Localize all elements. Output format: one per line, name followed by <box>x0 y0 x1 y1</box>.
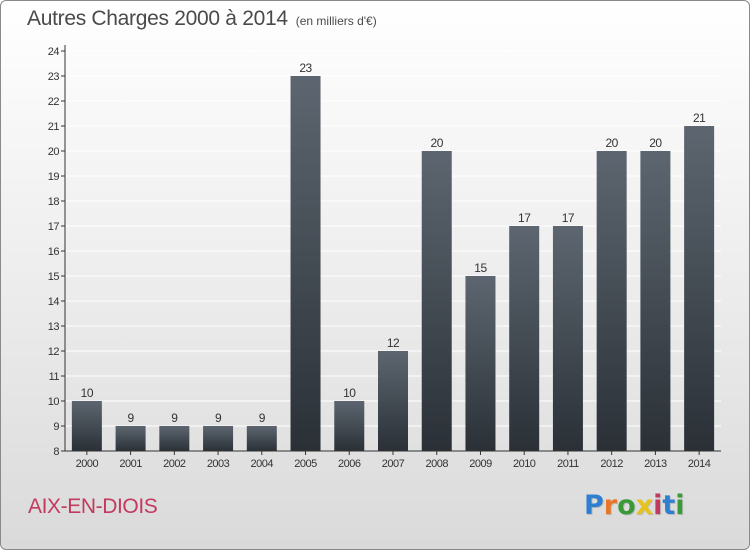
brand-letter: P <box>584 490 604 521</box>
y-tick-label: 12 <box>48 346 60 358</box>
chart-subtitle: (en milliers d'€) <box>295 14 377 28</box>
brand-letter: o <box>617 490 636 521</box>
y-tick-label: 19 <box>48 171 60 183</box>
data-label: 9 <box>259 411 266 425</box>
data-label: 17 <box>518 211 531 225</box>
data-label: 9 <box>128 411 135 425</box>
x-tick-label: 2012 <box>600 458 623 470</box>
x-tick-label: 2005 <box>294 458 317 470</box>
data-label: 9 <box>171 411 178 425</box>
bar <box>115 426 146 451</box>
bar <box>290 76 321 451</box>
y-tick-label: 22 <box>48 96 60 108</box>
y-tick-label: 9 <box>53 421 59 433</box>
data-label: 10 <box>81 386 94 400</box>
y-tick-label: 17 <box>48 221 60 233</box>
y-tick-label: 14 <box>48 296 60 308</box>
bar <box>159 426 190 451</box>
brand-letter: t <box>662 490 676 521</box>
data-label: 17 <box>562 211 575 225</box>
bar <box>684 126 715 451</box>
bar <box>596 151 627 451</box>
y-tick-label: 18 <box>48 196 60 208</box>
bar <box>203 426 234 451</box>
brand-letter: r <box>603 490 618 521</box>
data-label: 10 <box>343 386 356 400</box>
y-tick-label: 20 <box>48 146 60 158</box>
x-tick-label: 2013 <box>644 458 667 470</box>
data-label: 20 <box>605 136 618 150</box>
data-label: 21 <box>693 111 706 125</box>
y-tick-label: 24 <box>48 46 60 58</box>
data-label: 15 <box>474 261 487 275</box>
x-tick-label: 2009 <box>469 458 492 470</box>
label-layer: 2000 10 2001 9 2002 9 2003 9 2004 9 2005 23 2006 10 20… <box>76 61 712 470</box>
bar <box>640 151 671 451</box>
bar-layer <box>71 76 715 451</box>
bar <box>334 401 365 451</box>
data-label: 20 <box>431 136 444 150</box>
x-tick-label: 2010 <box>513 458 536 470</box>
x-tick-label: 2006 <box>338 458 361 470</box>
brand-letter: x <box>635 490 654 521</box>
y-tick-label: 10 <box>48 396 60 408</box>
y-tick-label: 16 <box>48 246 60 258</box>
x-tick-label: 2008 <box>425 458 448 470</box>
y-tick-label: 21 <box>48 121 60 133</box>
x-tick-label: 2011 <box>557 458 579 470</box>
x-tick-label: 2014 <box>688 458 711 470</box>
bar <box>378 351 408 451</box>
bar <box>509 226 540 451</box>
data-label: 23 <box>299 61 312 75</box>
y-tick-label: 13 <box>48 321 60 333</box>
x-tick-label: 2007 <box>382 458 405 470</box>
x-tick-label: 2003 <box>207 458 230 470</box>
brand-letter: i <box>653 490 663 521</box>
brand-logo[interactable]: Proxiti <box>584 490 685 521</box>
x-tick-label: 2004 <box>251 458 274 470</box>
bar <box>421 151 452 451</box>
y-tick-label: 8 <box>53 446 59 458</box>
data-label: 9 <box>215 411 222 425</box>
chart-title: Autres Charges 2000 à 2014 <box>27 7 288 30</box>
bar <box>246 426 277 451</box>
commune-label: AIX-EN-DIOIS <box>28 495 158 518</box>
bar <box>71 401 102 451</box>
data-label: 20 <box>649 136 662 150</box>
axis-layer: 8 9 10 11 12 13 14 15 16 17 18 19 20 21 22 23 24 <box>48 45 721 458</box>
x-tick-label: 2001 <box>119 458 142 470</box>
y-tick-label: 15 <box>48 271 60 283</box>
data-label: 12 <box>387 336 400 350</box>
brand-letter: i <box>675 490 685 521</box>
y-tick-label: 11 <box>49 371 60 383</box>
title-row: Autres Charges 2000 à 2014 (en milliers d… <box>27 7 377 31</box>
bar <box>465 276 496 451</box>
bar <box>552 226 583 451</box>
x-tick-label: 2000 <box>76 458 99 470</box>
y-tick-label: 23 <box>48 71 60 83</box>
x-tick-label: 2002 <box>163 458 186 470</box>
